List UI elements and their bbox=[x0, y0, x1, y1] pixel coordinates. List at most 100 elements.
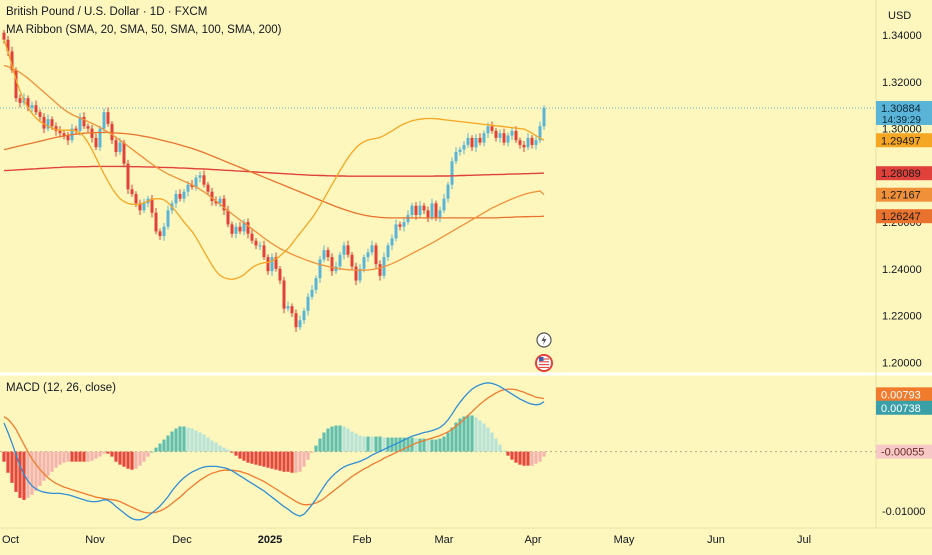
candle[interactable] bbox=[34, 100, 38, 116]
candle[interactable] bbox=[222, 194, 226, 216]
candle[interactable] bbox=[490, 121, 494, 134]
candle[interactable] bbox=[430, 198, 434, 221]
candle[interactable] bbox=[358, 264, 362, 284]
candle[interactable] bbox=[250, 229, 254, 244]
candle[interactable] bbox=[426, 206, 430, 223]
candle[interactable] bbox=[194, 174, 198, 191]
candle[interactable] bbox=[454, 147, 458, 165]
candle[interactable] bbox=[306, 293, 310, 316]
candle[interactable] bbox=[502, 128, 506, 146]
candle[interactable] bbox=[262, 240, 266, 260]
candle[interactable] bbox=[518, 137, 522, 149]
candle[interactable] bbox=[158, 228, 162, 240]
candle[interactable] bbox=[366, 248, 370, 262]
candle[interactable] bbox=[46, 114, 50, 132]
candle[interactable] bbox=[38, 109, 42, 121]
candle[interactable] bbox=[506, 132, 510, 147]
candle[interactable] bbox=[538, 121, 542, 144]
us-flag-icon[interactable] bbox=[535, 354, 553, 372]
candle[interactable] bbox=[238, 222, 242, 235]
candle[interactable] bbox=[106, 107, 110, 127]
candle[interactable] bbox=[298, 315, 302, 331]
candle[interactable] bbox=[246, 218, 250, 239]
candle[interactable] bbox=[542, 105, 546, 130]
candle[interactable] bbox=[314, 275, 318, 294]
candle[interactable] bbox=[362, 254, 366, 273]
sma100-line[interactable] bbox=[3, 131, 545, 219]
candle[interactable] bbox=[386, 242, 390, 261]
candle[interactable] bbox=[138, 199, 142, 216]
sma50-line[interactable] bbox=[3, 64, 545, 271]
candle[interactable] bbox=[154, 208, 158, 235]
candle[interactable] bbox=[482, 130, 486, 147]
candle[interactable] bbox=[86, 123, 90, 133]
candle[interactable] bbox=[266, 254, 270, 275]
candle[interactable] bbox=[498, 129, 502, 143]
candle[interactable] bbox=[346, 240, 350, 258]
candle[interactable] bbox=[58, 126, 62, 137]
macd-line[interactable] bbox=[3, 382, 545, 521]
macd-axis[interactable]: -0.01000 bbox=[882, 506, 925, 518]
candle[interactable] bbox=[254, 237, 258, 250]
candle[interactable] bbox=[514, 126, 518, 144]
candle[interactable] bbox=[30, 101, 34, 113]
candle[interactable] bbox=[530, 135, 534, 149]
candle[interactable] bbox=[410, 202, 414, 219]
candle[interactable] bbox=[294, 309, 298, 332]
ma-ribbon-legend[interactable]: MA Ribbon (SMA, 20, SMA, 50, SMA, 100, S… bbox=[6, 24, 282, 36]
candle[interactable] bbox=[82, 112, 86, 130]
candle[interactable] bbox=[390, 234, 394, 251]
candle[interactable] bbox=[282, 276, 286, 314]
candle[interactable] bbox=[522, 141, 526, 152]
lightning-icon[interactable] bbox=[536, 332, 552, 348]
candle[interactable] bbox=[182, 188, 186, 203]
candle[interactable] bbox=[322, 245, 326, 263]
candle[interactable] bbox=[142, 198, 146, 214]
candle[interactable] bbox=[474, 134, 478, 152]
candle[interactable] bbox=[398, 221, 402, 231]
candle[interactable] bbox=[466, 133, 470, 148]
candle[interactable] bbox=[278, 266, 282, 285]
candle[interactable] bbox=[494, 128, 498, 142]
candle[interactable] bbox=[218, 195, 222, 208]
signal-line[interactable] bbox=[3, 388, 545, 514]
candle[interactable] bbox=[370, 240, 374, 256]
candle[interactable] bbox=[258, 241, 262, 251]
candle[interactable] bbox=[114, 136, 118, 157]
candle[interactable] bbox=[330, 253, 334, 276]
candle[interactable] bbox=[354, 262, 358, 286]
candle[interactable] bbox=[150, 194, 154, 218]
candle[interactable] bbox=[302, 308, 306, 324]
candle[interactable] bbox=[94, 133, 98, 151]
candle[interactable] bbox=[526, 133, 530, 151]
candle[interactable] bbox=[422, 202, 426, 215]
candle[interactable] bbox=[122, 139, 126, 168]
candle[interactable] bbox=[462, 141, 466, 155]
candle[interactable] bbox=[442, 194, 446, 214]
candle[interactable] bbox=[62, 130, 66, 140]
candle[interactable] bbox=[166, 205, 170, 230]
sma200-line[interactable] bbox=[3, 165, 544, 177]
time-axis[interactable]: Oct Nov Dec 2025 Feb Mar Apr May Jun Jul bbox=[2, 534, 811, 546]
candle[interactable] bbox=[126, 159, 130, 195]
candle[interactable] bbox=[206, 181, 210, 196]
candle[interactable] bbox=[14, 67, 18, 102]
candle[interactable] bbox=[318, 255, 322, 283]
candle[interactable] bbox=[478, 133, 482, 146]
candle[interactable] bbox=[470, 135, 474, 152]
candle[interactable] bbox=[402, 218, 406, 232]
candle[interactable] bbox=[234, 222, 238, 239]
candle[interactable] bbox=[130, 184, 134, 197]
candle[interactable] bbox=[378, 260, 382, 281]
candle[interactable] bbox=[98, 125, 102, 152]
candle[interactable] bbox=[510, 127, 514, 141]
candle[interactable] bbox=[458, 146, 462, 156]
candle[interactable] bbox=[418, 201, 422, 218]
candle[interactable] bbox=[78, 113, 82, 136]
candle[interactable] bbox=[450, 157, 454, 190]
candle[interactable] bbox=[202, 170, 206, 188]
candle[interactable] bbox=[74, 125, 78, 135]
candle[interactable] bbox=[350, 251, 354, 271]
